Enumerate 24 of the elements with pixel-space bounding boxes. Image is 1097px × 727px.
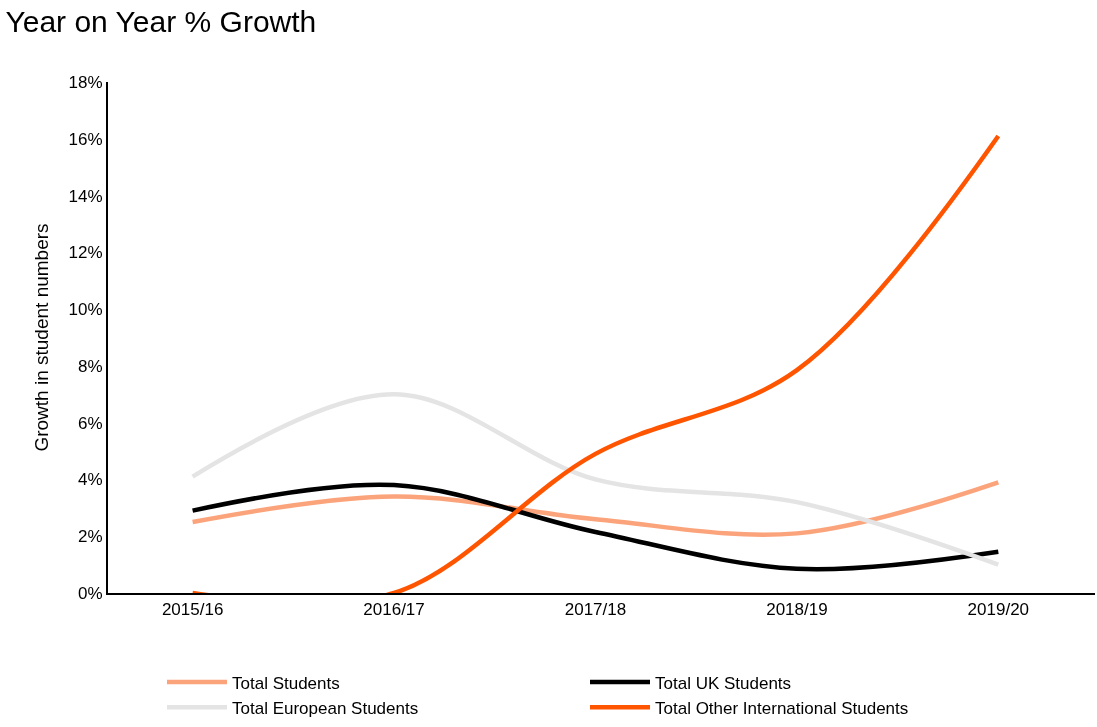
legend-label: Total UK Students bbox=[655, 673, 792, 693]
line-series bbox=[190, 133, 1001, 593]
x-tick-label: 2015/16 bbox=[161, 600, 224, 620]
y-tick-label: 12% bbox=[68, 243, 103, 263]
y-tick-label: 2% bbox=[78, 527, 103, 547]
y-tick-label: 4% bbox=[78, 470, 103, 490]
y-axis-title: Growth in student numbers bbox=[30, 223, 52, 452]
legend-label: Total Other International Students bbox=[655, 698, 909, 718]
legend-label: Total Students bbox=[232, 673, 340, 693]
y-tick-label: 10% bbox=[68, 300, 103, 320]
y-tick-label: 16% bbox=[68, 129, 103, 149]
y-tick-label: 6% bbox=[78, 413, 103, 433]
legend-label: Total European Students bbox=[232, 698, 419, 718]
y-tick-label: 18% bbox=[68, 72, 103, 92]
y-tick-label: 0% bbox=[78, 583, 103, 603]
y-tick-label: 14% bbox=[68, 186, 103, 206]
x-tick-label: 2017/18 bbox=[564, 600, 627, 620]
x-tick-label: 2016/17 bbox=[363, 600, 425, 620]
chart-title: Year on Year % Growth bbox=[5, 4, 317, 38]
x-tick-label: 2018/19 bbox=[766, 600, 828, 620]
y-tick-label: 8% bbox=[78, 356, 103, 376]
x-tick-label: 2019/20 bbox=[967, 600, 1030, 620]
line-series bbox=[190, 482, 1001, 572]
line-series bbox=[190, 392, 1001, 567]
